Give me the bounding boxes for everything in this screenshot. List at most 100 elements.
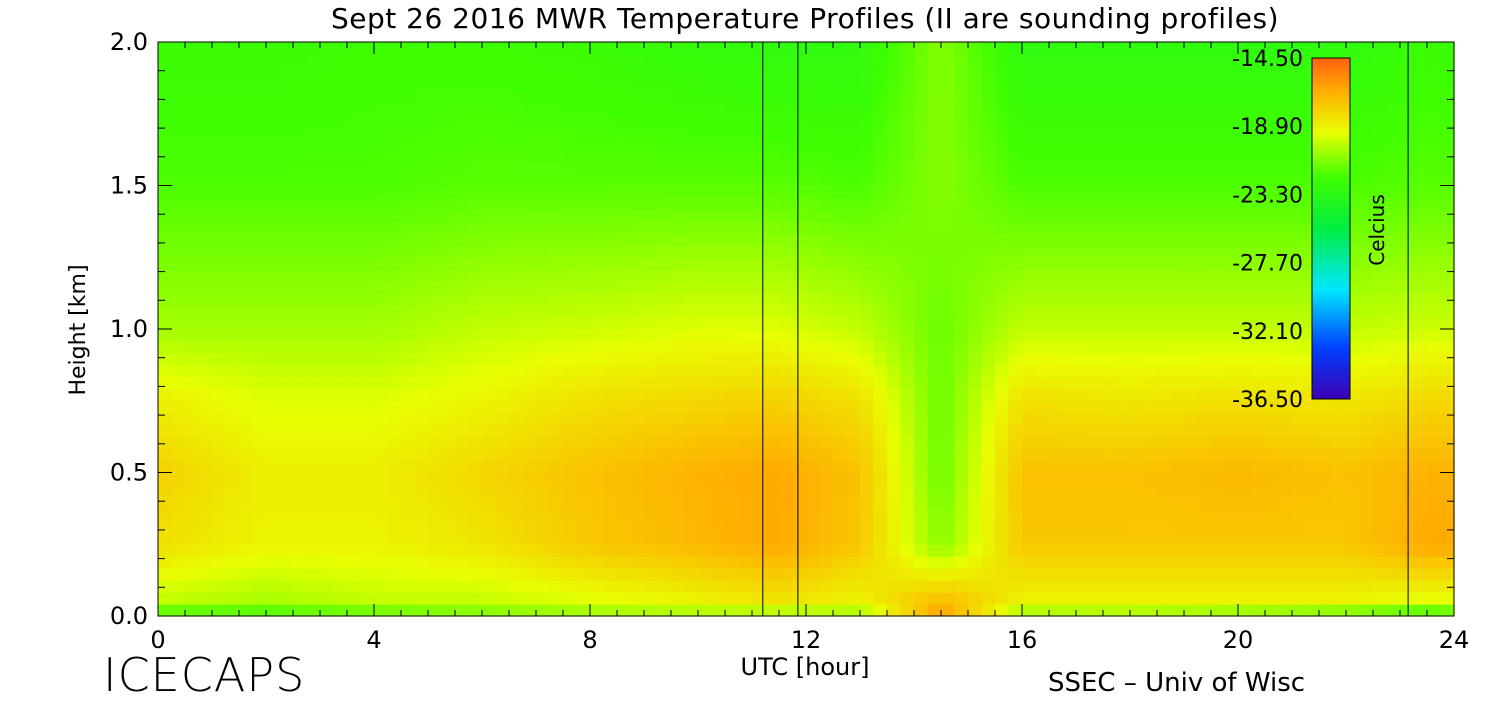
heatmap-cell [441,305,456,318]
heatmap-cell [617,448,632,462]
heatmap-cell [1157,53,1172,67]
heatmap-cell [468,329,483,342]
heatmap-cell [455,412,470,426]
heatmap-cell [374,161,389,175]
heatmap-cell [1143,329,1158,342]
heatmap-cell [347,221,362,234]
heatmap-cell [522,245,537,258]
heatmap-cell [1008,376,1023,390]
heatmap-cell [1022,317,1037,330]
heatmap-cell [927,400,942,414]
heatmap-cell [293,556,308,569]
heatmap-cell [630,496,645,509]
heatmap-cell [239,65,254,79]
heatmap-cell [941,233,956,246]
heatmap-cell [873,197,888,211]
heatmap-cell [806,484,821,498]
heatmap-cell [981,532,996,545]
heatmap-cell [941,245,956,258]
heatmap-cell [563,412,578,426]
heatmap-cell [1251,484,1266,498]
heatmap-cell [428,340,443,354]
heatmap-cell [414,197,429,211]
heatmap-cell [1008,568,1023,581]
heatmap-cell [495,340,510,354]
heatmap-cell [617,352,632,366]
heatmap-cell [468,400,483,414]
heatmap-cell [293,137,308,151]
heatmap-cell [590,89,605,103]
heatmap-cell [441,149,456,163]
heatmap-cell [860,185,875,199]
heatmap-cell [873,149,888,163]
heatmap-cell [1413,604,1428,617]
heatmap-cell [617,101,632,115]
heatmap-cell [239,388,254,402]
heatmap-cell [360,544,375,557]
heatmap-cell [873,53,888,67]
heatmap-cell [495,484,510,498]
heatmap-cell [711,592,726,605]
heatmap-cell [779,520,794,533]
heatmap-cell [509,460,524,474]
heatmap-cell [225,305,240,318]
heatmap-cell [1238,460,1253,474]
heatmap-cell [1130,149,1145,163]
heatmap-cell [171,412,186,426]
heatmap-cell [792,412,807,426]
heatmap-cell [374,568,389,581]
heatmap-cell [995,364,1010,378]
heatmap-cell [360,173,375,187]
heatmap-cell [1130,42,1145,55]
heatmap-cell [1049,185,1064,199]
heatmap-cell [806,209,821,222]
heatmap-cell [549,436,564,450]
heatmap-cell [738,137,753,151]
heatmap-cell [279,173,294,187]
heatmap-cell [279,125,294,139]
heatmap-cell [1292,580,1307,593]
heatmap-cell [1265,89,1280,103]
heatmap-cell [1332,592,1347,605]
heatmap-cell [914,460,929,474]
heatmap-cell [900,269,915,282]
heatmap-cell [981,65,996,79]
heatmap-cell [927,592,942,605]
heatmap-cell [846,484,861,498]
heatmap-cell [1103,460,1118,474]
heatmap-cell [387,448,402,462]
heatmap-cell [1359,42,1374,55]
heatmap-cell [1265,388,1280,402]
heatmap-cell [698,580,713,593]
heatmap-cell [1035,77,1050,91]
heatmap-cell [1427,281,1442,294]
heatmap-cell [549,364,564,378]
heatmap-cell [185,604,200,617]
heatmap-cell [482,209,497,222]
heatmap-cell [1130,293,1145,306]
heatmap-cell [1130,245,1145,258]
heatmap-cell [657,544,672,557]
heatmap-cell [1022,544,1037,557]
heatmap-cell [644,424,659,438]
heatmap-cell [279,532,294,545]
heatmap-cell [374,269,389,282]
heatmap-cell [549,604,564,617]
heatmap-cell [387,592,402,605]
heatmap-cell [792,65,807,79]
heatmap-cell [1089,388,1104,402]
heatmap-cell [212,185,227,199]
heatmap-cell [941,113,956,127]
heatmap-cell [1413,568,1428,581]
heatmap-cell [563,436,578,450]
heatmap-cell [684,125,699,139]
heatmap-cell [1062,305,1077,318]
heatmap-cell [374,580,389,593]
heatmap-cell [252,269,267,282]
heatmap-cell [765,352,780,366]
heatmap-cell [981,352,996,366]
heatmap-cell [981,42,996,55]
heatmap-cell [725,532,740,545]
heatmap-cell [995,65,1010,79]
heatmap-cell [387,424,402,438]
